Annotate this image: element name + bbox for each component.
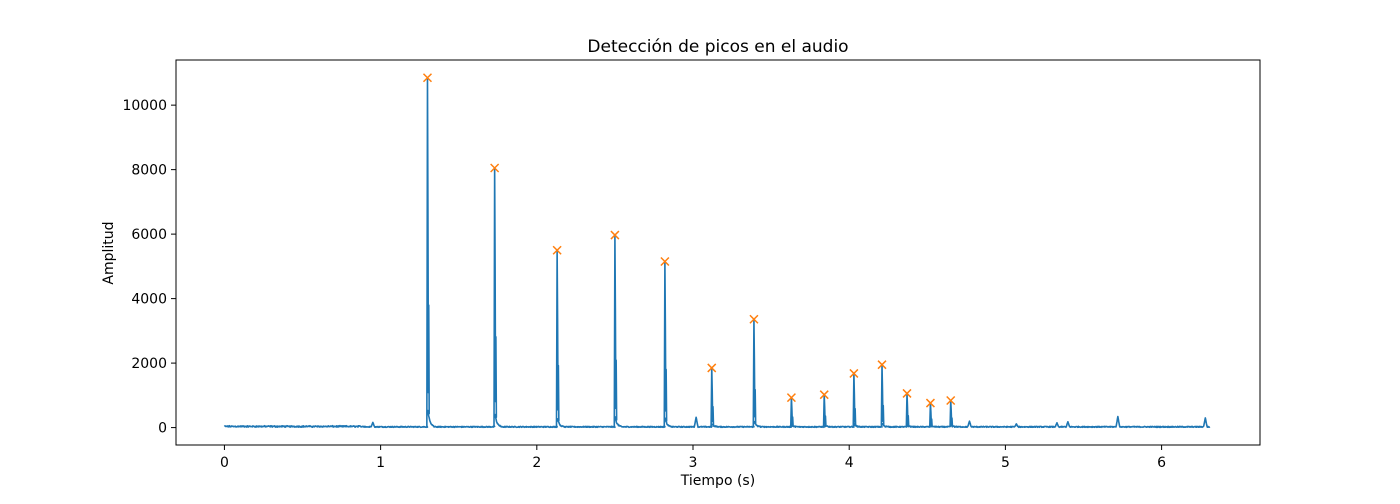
peak-marker-stroke xyxy=(552,245,562,255)
x-tick-label: 6 xyxy=(1157,455,1166,471)
peak-marker-stroke xyxy=(749,314,759,324)
y-tick-label: 6000 xyxy=(131,227,167,243)
x-tick-label: 4 xyxy=(845,455,854,471)
peak-marker xyxy=(749,314,759,324)
peak-marker-stroke xyxy=(610,230,620,240)
peak-marker xyxy=(610,230,620,240)
peak-marker xyxy=(552,245,562,255)
peak-marker xyxy=(490,163,500,173)
y-tick-label: 0 xyxy=(158,421,167,437)
peak-marker-stroke xyxy=(946,395,956,406)
peak-marker-stroke xyxy=(877,360,887,370)
peak-marker xyxy=(946,395,956,406)
signal-line xyxy=(223,76,1211,429)
peak-marker-stroke xyxy=(786,393,796,403)
peak-marker xyxy=(707,363,717,373)
peak-marker-stroke xyxy=(925,398,935,408)
peak-marker xyxy=(877,360,887,370)
y-tick-label: 4000 xyxy=(131,292,167,308)
peak-marker-stroke xyxy=(660,256,670,267)
y-axis-label: Amplitud xyxy=(101,221,117,284)
peak-marker xyxy=(902,388,912,398)
x-tick-label: 3 xyxy=(689,455,698,471)
x-tick-label: 1 xyxy=(376,455,385,471)
plot-layer xyxy=(223,73,1211,429)
y-tick-label: 10000 xyxy=(122,98,167,114)
x-tick-label: 5 xyxy=(1001,455,1010,471)
chart-title: Detección de picos en el audio xyxy=(587,37,848,57)
peak-marker-stroke xyxy=(849,368,859,378)
peak-marker xyxy=(925,398,935,408)
peak-marker xyxy=(849,368,859,378)
x-tick-label: 2 xyxy=(532,455,541,471)
peak-marker-stroke xyxy=(902,388,912,398)
plot-frame xyxy=(175,59,1261,446)
y-tick-label: 2000 xyxy=(131,356,167,372)
peak-marker xyxy=(786,393,796,403)
y-tick-label: 8000 xyxy=(131,163,167,179)
peak-marker xyxy=(660,256,670,267)
x-tick-label: 0 xyxy=(220,455,229,471)
peak-marker xyxy=(819,390,829,400)
peak-marker-stroke xyxy=(490,163,500,173)
peak-marker xyxy=(422,73,433,83)
peak-marker-stroke xyxy=(819,390,829,400)
peak-marker-stroke xyxy=(707,363,717,373)
peak-marker-stroke xyxy=(422,73,433,83)
axes-layer: 0 1 2 3 4 5 6 0 2000 4000 6000 8000 10000 xyxy=(122,59,1261,471)
x-axis-label: Tiempo (s) xyxy=(680,473,755,489)
